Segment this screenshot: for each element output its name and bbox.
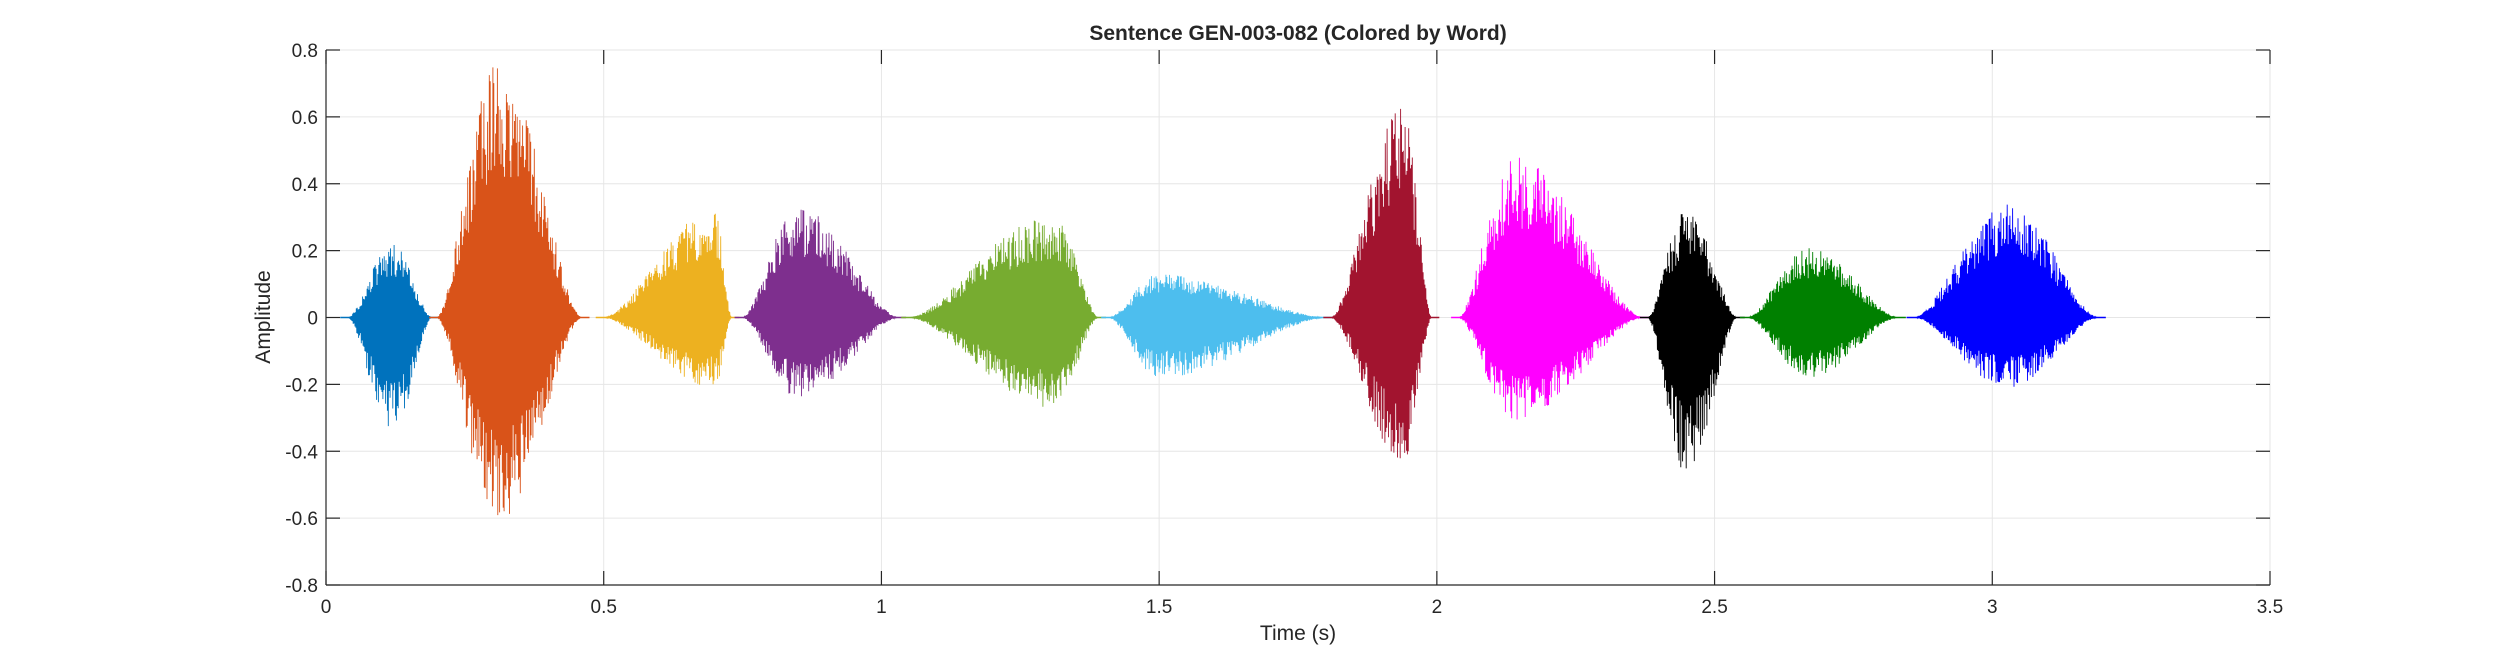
chart-title: Sentence GEN-003-082 (Colored by Word) (1089, 22, 1506, 45)
y-tick-label: -0.8 (285, 576, 318, 597)
word-waveform-8 (1458, 157, 1643, 420)
x-tick-label: 2.5 (1701, 597, 1727, 618)
y-tick-label: 0 (307, 309, 318, 330)
word-waveform-1 (348, 244, 432, 427)
grid (325, 49, 2271, 586)
word-waveform-5 (909, 220, 1099, 407)
waveform-series (340, 67, 2106, 516)
y-tick-label: -0.2 (285, 375, 318, 396)
word-waveform-10 (1747, 248, 1898, 377)
x-tick-label: 2 (1432, 597, 1443, 618)
x-tick-label: 1 (876, 597, 887, 618)
word-waveform-7 (1331, 108, 1432, 459)
word-waveform-4 (742, 209, 899, 397)
word-waveform-3 (603, 213, 732, 385)
y-tick-label: 0.8 (292, 41, 318, 62)
x-tick-label: 0 (321, 597, 332, 618)
axes: 0 0.5 1 1.5 2 2.5 3 3.5 0.8 0.6 0.4 0.2 0 -0.2 -0.4 -0.… (285, 41, 2283, 618)
x-tick-label: 3.5 (2257, 597, 2283, 618)
y-tick-label: 0.6 (292, 108, 318, 129)
y-tick-label: -0.6 (285, 509, 318, 530)
x-tick-label: 1.5 (1146, 597, 1172, 618)
word-waveform-9 (1647, 214, 1737, 469)
word-waveform-6 (1109, 274, 1326, 377)
word-waveform-11 (1914, 204, 2098, 387)
y-tick-label: 0.2 (292, 242, 318, 263)
x-tick-label: 3 (1987, 597, 1998, 618)
y-axis-label: Amplitude (252, 270, 275, 363)
x-tick-label: 0.5 (591, 597, 617, 618)
word-waveform-2 (436, 67, 582, 516)
y-tick-label: 0.4 (292, 175, 319, 196)
x-axis-label: Time (s) (1260, 622, 1336, 645)
y-tick-label: -0.4 (285, 442, 318, 463)
